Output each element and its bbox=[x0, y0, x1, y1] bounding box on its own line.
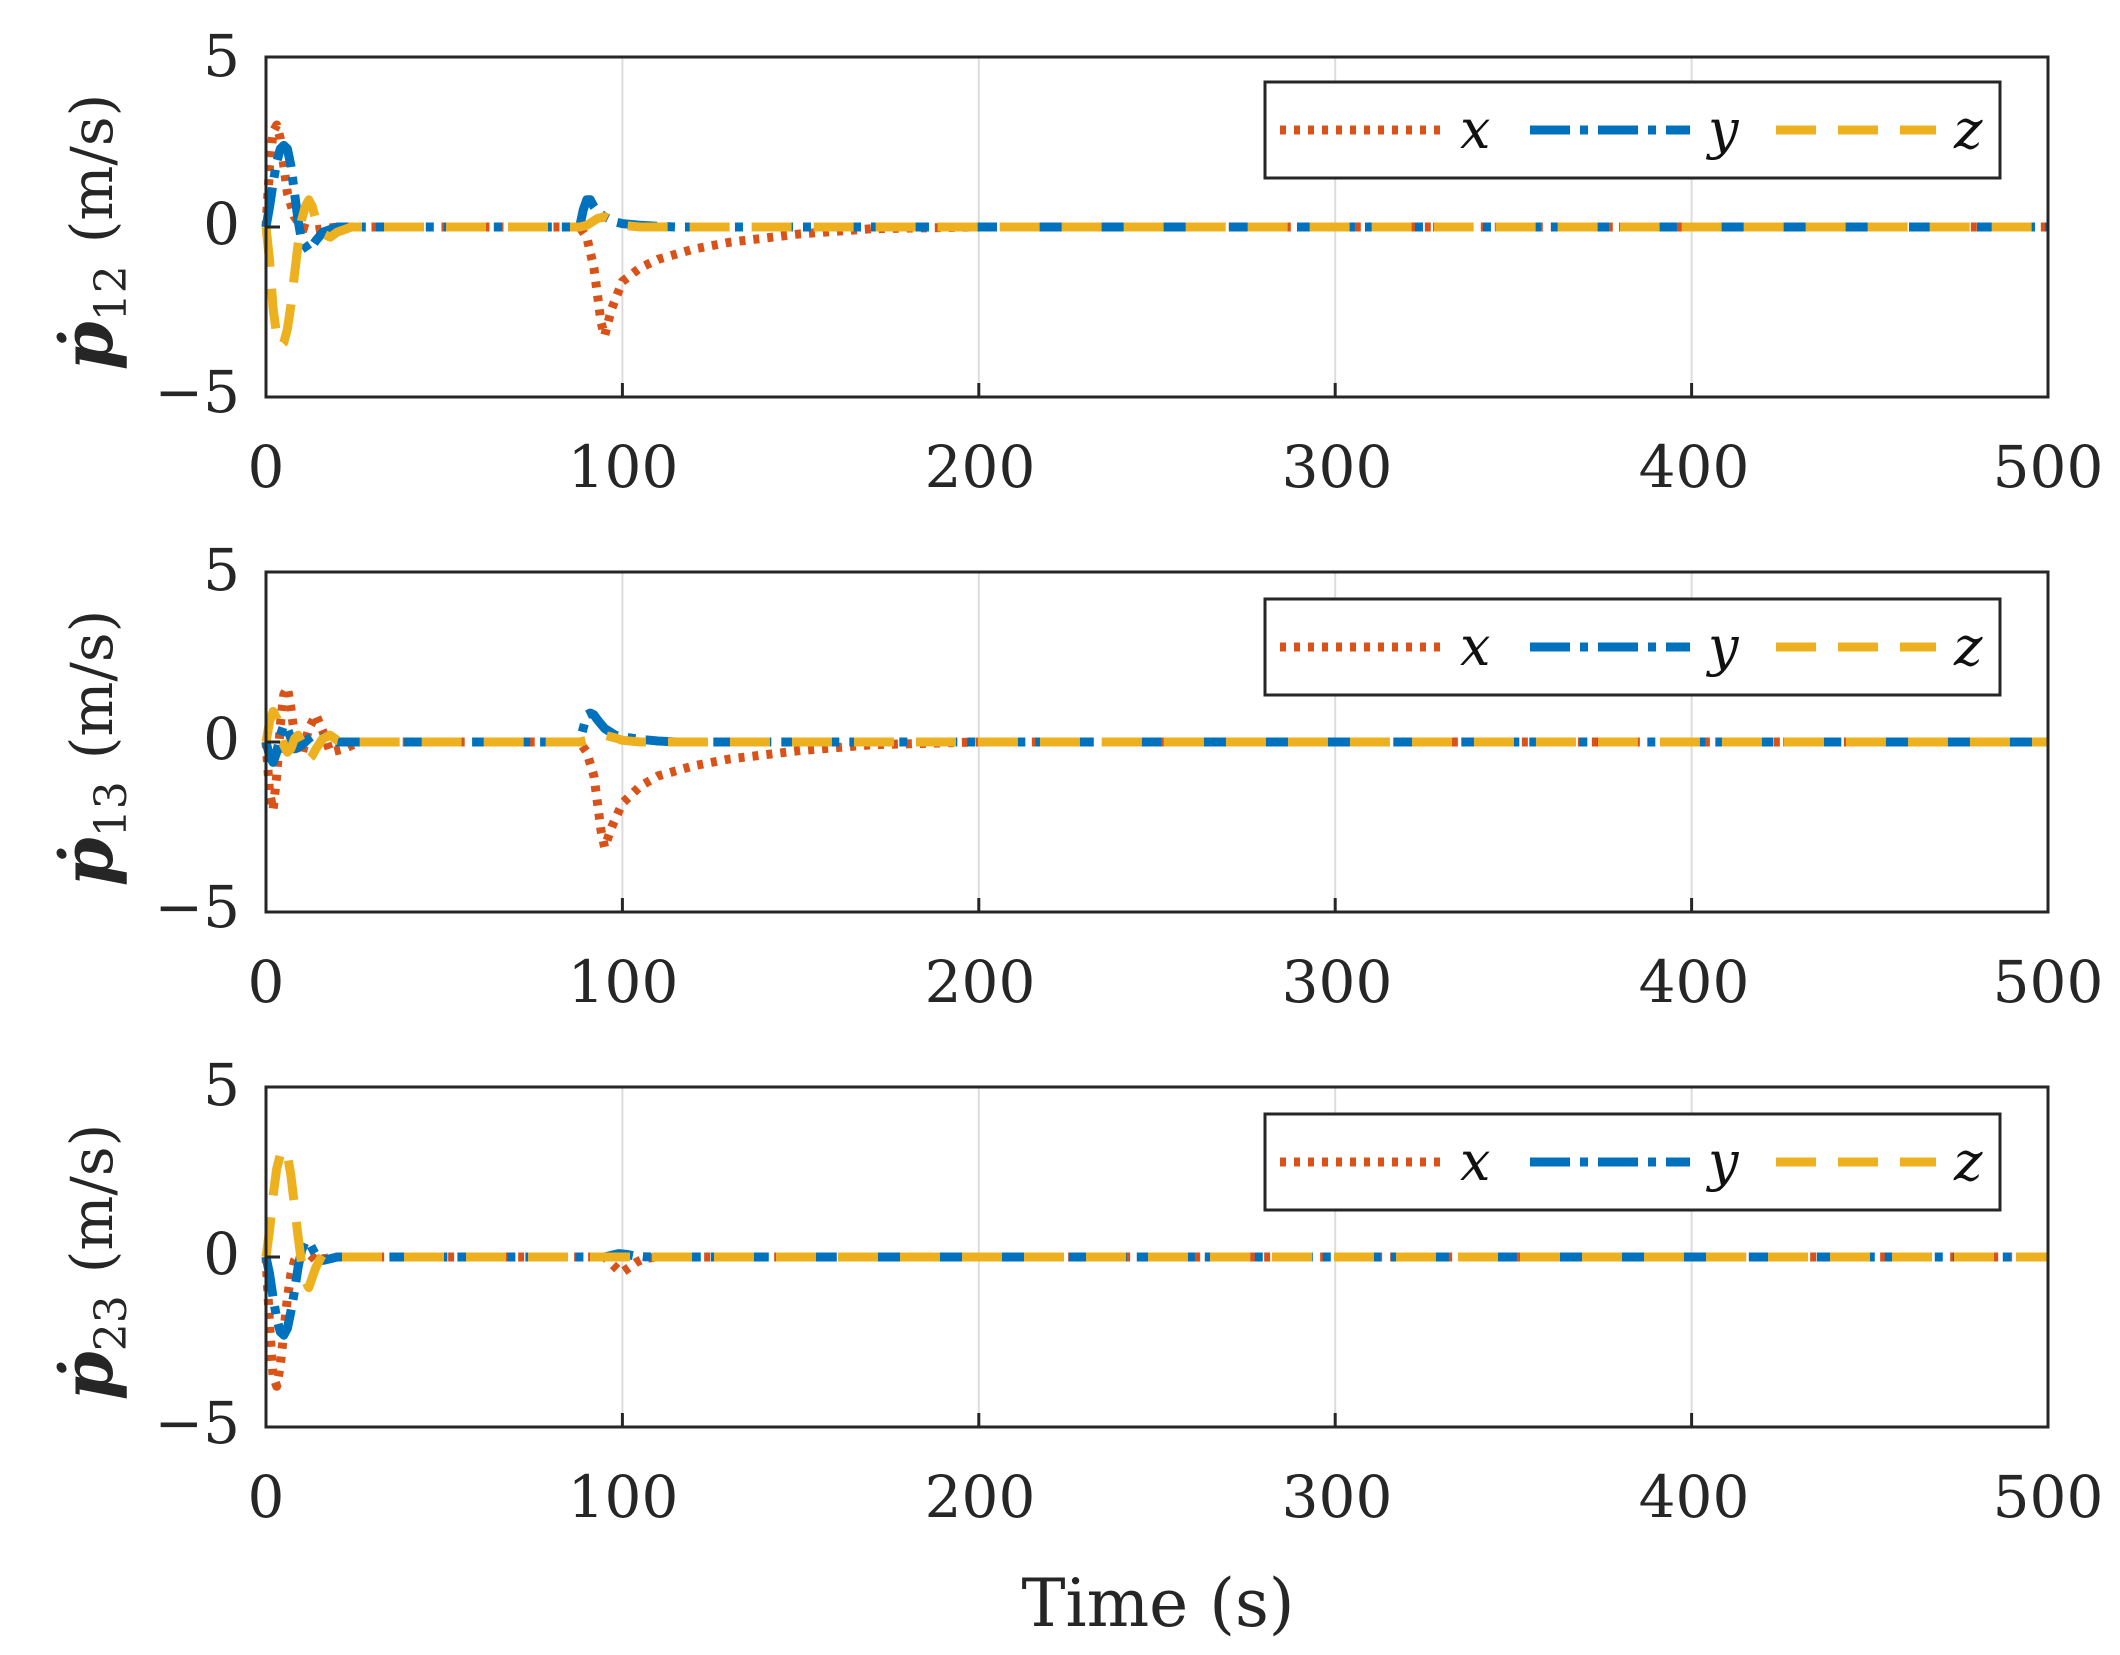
xtick-label: 100 bbox=[568, 948, 679, 1016]
subplot-p13: 5 0 −5 ṗ13 (m/s) 0 100 200 300 400 500 x … bbox=[46, 536, 2103, 1016]
x-tick-labels: 0 100 200 300 400 500 bbox=[248, 433, 2104, 501]
legend: x y z bbox=[1263, 597, 2002, 697]
xtick-label: 400 bbox=[1639, 433, 1750, 501]
xtick-label: 100 bbox=[568, 433, 679, 501]
ylabel-subscript: 13 bbox=[86, 781, 137, 837]
legend: x y z bbox=[1263, 80, 2002, 180]
xtick-label: 400 bbox=[1639, 948, 1750, 1016]
legend-label-z: z bbox=[1953, 98, 1983, 161]
xtick-label: 0 bbox=[248, 1463, 285, 1531]
legend-label-x: x bbox=[1460, 98, 1490, 161]
ytick-label: 5 bbox=[203, 1051, 240, 1119]
ytick-label: 0 bbox=[203, 1220, 240, 1288]
ytick-label: 0 bbox=[203, 190, 240, 258]
xtick-label: 400 bbox=[1639, 1463, 1750, 1531]
ytick-label: −5 bbox=[155, 873, 241, 941]
ytick-label: 5 bbox=[203, 536, 240, 604]
ylabel-symbol: ṗ bbox=[46, 837, 129, 886]
series-line-z bbox=[261, 1143, 2048, 1293]
ylabel-unit: (m/s) bbox=[58, 94, 126, 244]
y-axis-label: ṗ12 (m/s) bbox=[46, 94, 137, 371]
legend-label-x: x bbox=[1460, 1130, 1490, 1193]
xtick-label: 500 bbox=[1993, 433, 2104, 501]
ylabel-subscript: 12 bbox=[86, 265, 137, 321]
y-axis-label: ṗ23 (m/s) bbox=[46, 1124, 137, 1401]
legend-label-y: y bbox=[1706, 1130, 1740, 1193]
series-line-x bbox=[261, 683, 2048, 852]
ytick-label: −5 bbox=[155, 358, 241, 426]
svg-text:ṗ12(m/s): ṗ12 (m/s) bbox=[46, 94, 137, 371]
x-tick-labels: 0 100 200 300 400 500 bbox=[248, 1463, 2104, 1531]
legend: x y z bbox=[1263, 1112, 2002, 1212]
xtick-label: 200 bbox=[925, 1463, 1036, 1531]
svg-text:ṗ13(m/s): ṗ13 (m/s) bbox=[46, 610, 137, 887]
subplot-p12: 5 0 −5 ṗ12 (m/s) 0 100 200 300 400 500 x … bbox=[46, 22, 2103, 501]
ytick-label: −5 bbox=[155, 1389, 241, 1457]
ylabel-symbol: ṗ bbox=[46, 1351, 129, 1400]
ylabel-subscript: 23 bbox=[86, 1295, 137, 1351]
legend-label-z: z bbox=[1953, 615, 1983, 678]
x-tick-labels: 0 100 200 300 400 500 bbox=[248, 948, 2104, 1016]
ylabel-unit: (m/s) bbox=[58, 1124, 126, 1274]
series-line-z bbox=[261, 706, 2048, 764]
xtick-label: 300 bbox=[1282, 948, 1393, 1016]
subplot-p23: 5 0 −5 ṗ23 (m/s) 0 100 200 300 400 500 x … bbox=[46, 1051, 2103, 1531]
xtick-label: 0 bbox=[248, 948, 285, 1016]
xtick-label: 200 bbox=[925, 948, 1036, 1016]
xtick-label: 300 bbox=[1282, 1463, 1393, 1531]
legend-label-x: x bbox=[1460, 615, 1490, 678]
xtick-label: 500 bbox=[1993, 948, 2104, 1016]
legend-label-z: z bbox=[1953, 1130, 1983, 1193]
xtick-label: 0 bbox=[248, 433, 285, 501]
xtick-label: 300 bbox=[1282, 433, 1393, 501]
y-axis-label: ṗ13 (m/s) bbox=[46, 610, 137, 887]
series-line-x bbox=[261, 120, 2048, 341]
series-line-y bbox=[261, 140, 2048, 256]
ytick-label: 0 bbox=[203, 705, 240, 773]
legend-label-y: y bbox=[1706, 98, 1740, 161]
ylabel-symbol: ṗ bbox=[46, 321, 129, 370]
xtick-label: 500 bbox=[1993, 1463, 2104, 1531]
ylabel-unit: (m/s) bbox=[58, 610, 126, 760]
svg-text:ṗ23(m/s): ṗ23 (m/s) bbox=[46, 1124, 137, 1401]
ytick-label: 5 bbox=[203, 22, 240, 90]
legend-label-y: y bbox=[1706, 615, 1740, 678]
x-axis-label: Time (s) bbox=[1021, 1565, 1294, 1642]
xtick-label: 200 bbox=[925, 433, 1036, 501]
xtick-label: 100 bbox=[568, 1463, 679, 1531]
